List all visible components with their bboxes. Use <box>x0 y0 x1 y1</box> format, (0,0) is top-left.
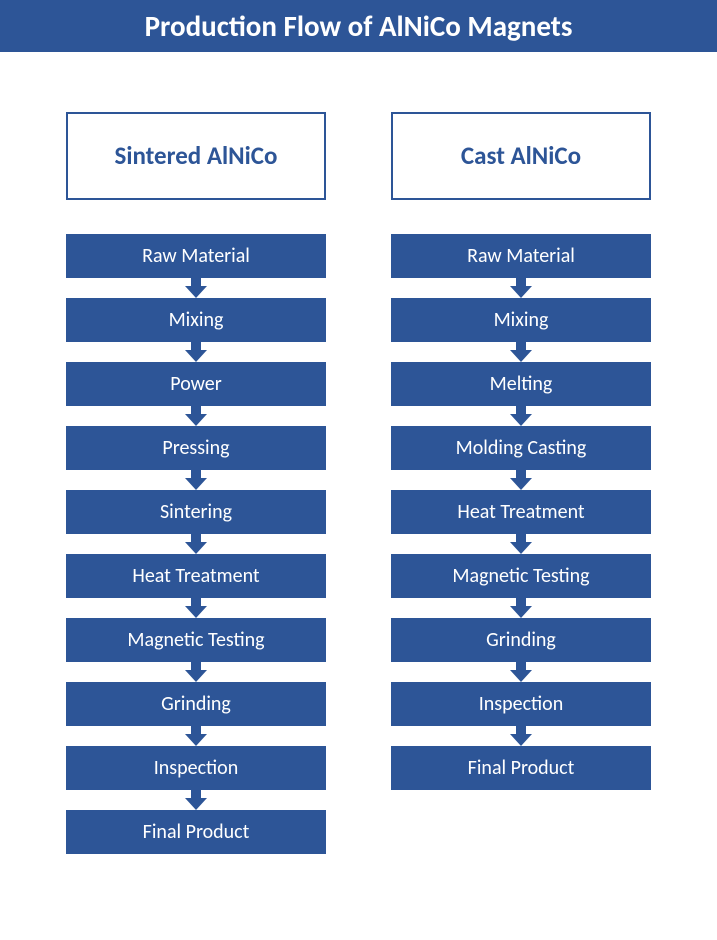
flow-step: Inspection <box>391 682 651 726</box>
flow-step: Grinding <box>391 618 651 662</box>
arrow-down-icon <box>185 406 207 426</box>
arrow-down-icon <box>185 598 207 618</box>
arrow-down-icon <box>510 406 532 426</box>
flow-step: Magnetic Testing <box>391 554 651 598</box>
columns-container: Sintered AlNiCo Raw Material Mixing Power Pr… <box>0 112 717 854</box>
arrow-down-icon <box>510 470 532 490</box>
arrow-down-icon <box>185 790 207 810</box>
arrow-down-icon <box>185 662 207 682</box>
flow-step: Heat Treatment <box>66 554 326 598</box>
arrow-down-icon <box>185 534 207 554</box>
arrow-down-icon <box>185 278 207 298</box>
flow-step: Mixing <box>66 298 326 342</box>
arrow-down-icon <box>510 534 532 554</box>
flow-step: Final Product <box>391 746 651 790</box>
column-sintered: Sintered AlNiCo Raw Material Mixing Power Pr… <box>66 112 326 854</box>
arrow-down-icon <box>510 342 532 362</box>
arrow-down-icon <box>510 278 532 298</box>
flow-step: Melting <box>391 362 651 406</box>
column-cast: Cast AlNiCo Raw Material Mixing Melting Mold… <box>391 112 651 854</box>
flow-step: Raw Material <box>391 234 651 278</box>
page-title: Production Flow of AlNiCo Magnets <box>0 0 717 52</box>
flow-step: Magnetic Testing <box>66 618 326 662</box>
arrow-down-icon <box>510 726 532 746</box>
flow-step: Molding Casting <box>391 426 651 470</box>
flow-step: Sintering <box>66 490 326 534</box>
flow-step: Grinding <box>66 682 326 726</box>
arrow-down-icon <box>510 662 532 682</box>
flow-step: Power <box>66 362 326 406</box>
flow-step: Final Product <box>66 810 326 854</box>
column-header: Cast AlNiCo <box>391 112 651 200</box>
flow-step: Mixing <box>391 298 651 342</box>
column-header: Sintered AlNiCo <box>66 112 326 200</box>
flow-step: Raw Material <box>66 234 326 278</box>
arrow-down-icon <box>185 342 207 362</box>
arrow-down-icon <box>185 470 207 490</box>
flow-step: Heat Treatment <box>391 490 651 534</box>
flow-step: Inspection <box>66 746 326 790</box>
flow-step: Pressing <box>66 426 326 470</box>
arrow-down-icon <box>510 598 532 618</box>
arrow-down-icon <box>185 726 207 746</box>
